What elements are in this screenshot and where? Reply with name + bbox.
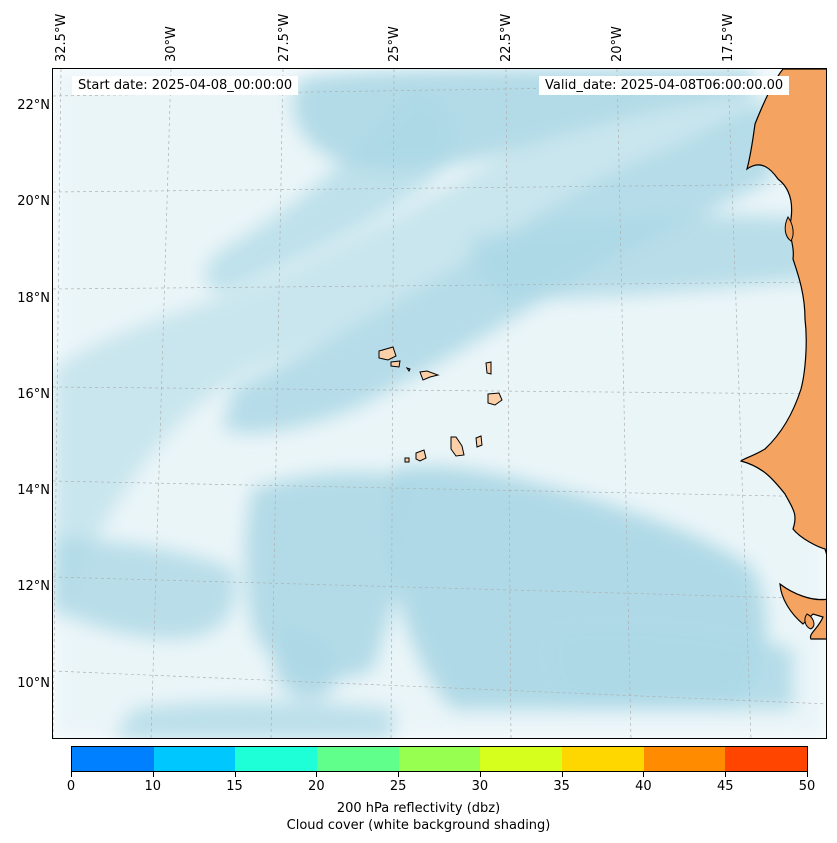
colorbar-tick <box>479 772 481 777</box>
colorbar-tick-label: 40 <box>635 779 652 794</box>
colorbar-tick <box>725 772 727 777</box>
colorbar-tick <box>152 772 154 777</box>
island-fogo <box>415 449 427 462</box>
lon-label-17-5w: 17.5°W <box>721 13 736 62</box>
colorbar-tick-label: 30 <box>471 779 489 794</box>
colorbar-segment <box>72 747 154 771</box>
lon-label-32-5w: 32.5°W <box>54 13 69 62</box>
lon-label-22-5w: 22.5°W <box>499 13 514 62</box>
colorbar-tick <box>234 772 236 777</box>
lat-label-12n: 12°N <box>17 579 50 594</box>
colorbar-label: 200 hPa reflectivity (dbz) <box>336 801 501 816</box>
lon-label-25w: 25°W <box>387 26 402 62</box>
island-sao-nicolau <box>419 370 440 381</box>
colorbar-segment <box>398 747 481 771</box>
lat-label-20n: 20°N <box>17 194 50 209</box>
colorbar-segment <box>235 747 318 771</box>
colorbar-tick <box>807 772 808 777</box>
lon-label-27-5w: 27.5°W <box>277 13 292 62</box>
lat-label-18n: 18°N <box>17 291 50 306</box>
valid-date-label: Valid_date: 2025-04-08T06:00:00.00 <box>539 76 790 95</box>
lat-label-10n: 10°N <box>17 676 50 691</box>
colorbar-segment <box>317 747 399 771</box>
cloud-cover-layer <box>53 69 813 738</box>
colorbar-sublabel: Cloud cover (white background shading) <box>286 818 551 833</box>
cape-verde-islands <box>378 346 503 463</box>
island-santiago <box>450 436 465 457</box>
colorbar-tick <box>398 772 400 777</box>
colorbar-tick <box>561 772 563 777</box>
colorbar-tick-label: 10 <box>144 779 162 794</box>
island-brava <box>404 457 410 463</box>
african-coastline <box>739 69 826 640</box>
colorbar-tick <box>71 772 72 777</box>
lat-label-14n: 14°N <box>17 483 50 498</box>
colorbar <box>71 746 808 772</box>
lat-label-22n: 22°N <box>17 98 50 113</box>
colorbar-tick-label: 35 <box>553 779 570 794</box>
colorbar-segment <box>643 747 726 771</box>
lon-label-30w: 30°W <box>164 26 179 62</box>
map-canvas <box>53 69 826 738</box>
colorbar-tick-label: 20 <box>308 779 325 794</box>
colorbar-segment <box>562 747 644 771</box>
lat-label-16n: 16°N <box>17 387 50 402</box>
island-sao-vicente <box>390 360 401 368</box>
island-maio <box>475 435 483 448</box>
island-santo-antao <box>378 346 397 361</box>
graticule <box>53 69 826 738</box>
island-sal <box>485 361 492 375</box>
island-boa-vista <box>487 392 503 406</box>
colorbar-tick <box>643 772 645 777</box>
colorbar-segment <box>725 747 808 771</box>
colorbar-tick-label: 15 <box>226 779 243 794</box>
colorbar-segment <box>480 747 563 771</box>
colorbar-tick-label: 45 <box>716 779 734 794</box>
colorbar-tick <box>316 772 318 777</box>
colorbar-tick-label: 25 <box>389 779 407 794</box>
map-panel[interactable] <box>52 68 827 739</box>
island-santa-luzia <box>405 367 411 372</box>
lon-label-20w: 20°W <box>610 26 625 62</box>
colorbar-tick-label: 50 <box>798 779 816 794</box>
colorbar-segment <box>153 747 236 771</box>
colorbar-tick-label: 0 <box>66 779 76 794</box>
start-date-label: Start date: 2025-04-08_00:00:00 <box>72 76 299 95</box>
